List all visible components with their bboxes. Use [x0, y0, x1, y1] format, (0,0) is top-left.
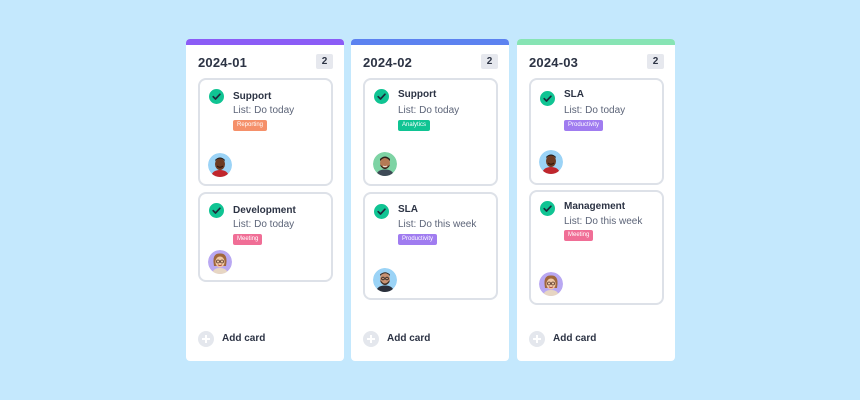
column-accent-bar — [517, 39, 675, 45]
avatar-man-dark-red-shirt-icon — [539, 150, 563, 174]
card-count-badge: 2 — [647, 54, 664, 69]
tag-badge: Meeting — [233, 234, 263, 245]
column-2024-01: 2024-01 2 Support List: Do today Reporti… — [186, 39, 344, 361]
column-2024-03: 2024-03 2 SLA List: Do today Productivit… — [517, 39, 675, 361]
column-accent-bar — [186, 39, 344, 45]
card-count-badge: 2 — [316, 54, 333, 69]
check-icon[interactable] — [209, 89, 224, 104]
card-title: SLA — [398, 204, 418, 215]
task-card[interactable]: SLA List: Do this week Productivity — [363, 192, 498, 300]
card-list-label: List: Do today — [233, 219, 295, 230]
card-title: SLA — [564, 89, 584, 100]
add-card-label: Add card — [222, 333, 266, 344]
column-accent-bar — [351, 39, 509, 45]
task-card[interactable]: Support List: Do today Analytics — [363, 78, 498, 186]
avatar-woman-glasses-icon — [539, 272, 563, 296]
tag-badge: Analytics — [398, 120, 431, 131]
plus-icon — [529, 331, 545, 347]
task-card[interactable]: Development List: Do today Meeting — [198, 192, 333, 282]
column-title: 2024-03 — [529, 55, 579, 70]
task-card[interactable]: SLA List: Do today Productivity — [529, 78, 664, 185]
card-list-label: List: Do this week — [564, 216, 643, 227]
check-icon[interactable] — [540, 201, 555, 216]
card-list-label: List: Do today — [233, 105, 295, 116]
check-icon[interactable] — [374, 89, 389, 104]
card-list-label: List: Do this week — [398, 219, 477, 230]
column-title: 2024-02 — [363, 55, 413, 70]
avatar-man-beard-blue-icon — [373, 268, 397, 292]
avatar-man-dark-red-shirt-icon — [208, 153, 232, 177]
task-card[interactable]: Management List: Do this week Meeting — [529, 190, 664, 305]
card-count-badge: 2 — [481, 54, 498, 69]
check-icon[interactable] — [374, 204, 389, 219]
card-title: Development — [233, 205, 296, 216]
card-title: Support — [398, 89, 437, 100]
column-2024-02: 2024-02 2 Support List: Do today Analyti… — [351, 39, 509, 361]
check-icon[interactable] — [209, 203, 224, 218]
tag-badge: Meeting — [564, 230, 594, 241]
tag-badge: Productivity — [398, 234, 438, 245]
plus-icon — [198, 331, 214, 347]
card-list-label: List: Do today — [398, 105, 460, 116]
card-list-label: List: Do today — [564, 105, 626, 116]
avatar-man-beard-green-icon — [373, 152, 397, 176]
card-title: Support — [233, 91, 272, 102]
plus-icon — [363, 331, 379, 347]
check-icon[interactable] — [540, 91, 555, 106]
add-card-label: Add card — [387, 333, 431, 344]
column-title: 2024-01 — [198, 55, 248, 70]
tag-badge: Reporting — [233, 120, 268, 131]
card-title: Management — [564, 201, 626, 212]
add-card-label: Add card — [553, 333, 597, 344]
tag-badge: Productivity — [564, 120, 604, 131]
avatar-woman-glasses-icon — [208, 250, 232, 274]
task-card[interactable]: Support List: Do today Reporting — [198, 78, 333, 186]
